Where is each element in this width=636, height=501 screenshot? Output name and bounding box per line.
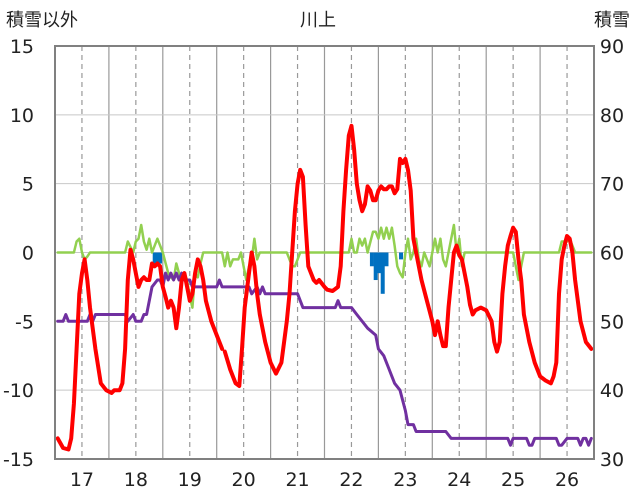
series-lines (55, 123, 594, 452)
temperature-line (55, 123, 594, 452)
precipitation-bar (158, 252, 163, 264)
precipitation-bar (399, 252, 404, 260)
left-axis-title: 積雪以外 (6, 10, 78, 31)
snow_depth-line (56, 271, 593, 447)
left-tick-label: -10 (3, 380, 34, 402)
x-tick-label: 21 (285, 469, 309, 491)
precipitation-bar (377, 252, 382, 274)
right-tick-labels: 90 80 70 60 50 40 30 (600, 36, 624, 471)
right-tick-label: 30 (600, 449, 624, 471)
right-tick-label: 90 (600, 36, 624, 58)
right-tick-label: 50 (600, 311, 624, 333)
x-tick-label: 25 (501, 469, 525, 491)
right-tick-label: 60 (600, 243, 624, 265)
precipitation-bar (373, 252, 378, 281)
x-tick-label: 22 (339, 469, 363, 491)
right-axis-title: 積雪 (594, 10, 630, 31)
grid-lines (55, 46, 594, 459)
left-tick-label: 0 (22, 243, 34, 265)
precipitation-bars (152, 252, 404, 294)
x-tick-labels: 17 18 19 20 21 22 23 24 25 26 (70, 469, 579, 491)
precipitation-bar (380, 252, 385, 294)
x-tick-label: 23 (393, 469, 417, 491)
x-tick-label: 26 (555, 469, 579, 491)
precipitation-bar (155, 252, 160, 267)
plot-frame (54, 45, 595, 460)
x-tick-label: 18 (124, 469, 148, 491)
x-tick-label: 19 (178, 469, 202, 491)
chart-title: 川上 (300, 10, 336, 31)
left-tick-label: 10 (10, 105, 34, 127)
left-tick-labels: 15 10 5 0 -5 -10 -15 (3, 36, 34, 471)
x-tick-label: 24 (447, 469, 471, 491)
left-tick-label: 5 (22, 174, 34, 196)
left-tick-label: -15 (3, 449, 34, 471)
right-tick-label: 70 (600, 174, 624, 196)
precipitation-bar (384, 252, 389, 267)
left-tick-label: -5 (15, 311, 34, 333)
x-tick-label: 20 (232, 469, 256, 491)
right-tick-label: 40 (600, 380, 624, 402)
precipitation-bar (152, 252, 157, 267)
wind-line (56, 223, 593, 309)
left-tick-label: 15 (10, 36, 34, 58)
precipitation-bar (369, 252, 374, 267)
right-tick-label: 80 (600, 105, 624, 127)
x-tick-label: 17 (70, 469, 94, 491)
